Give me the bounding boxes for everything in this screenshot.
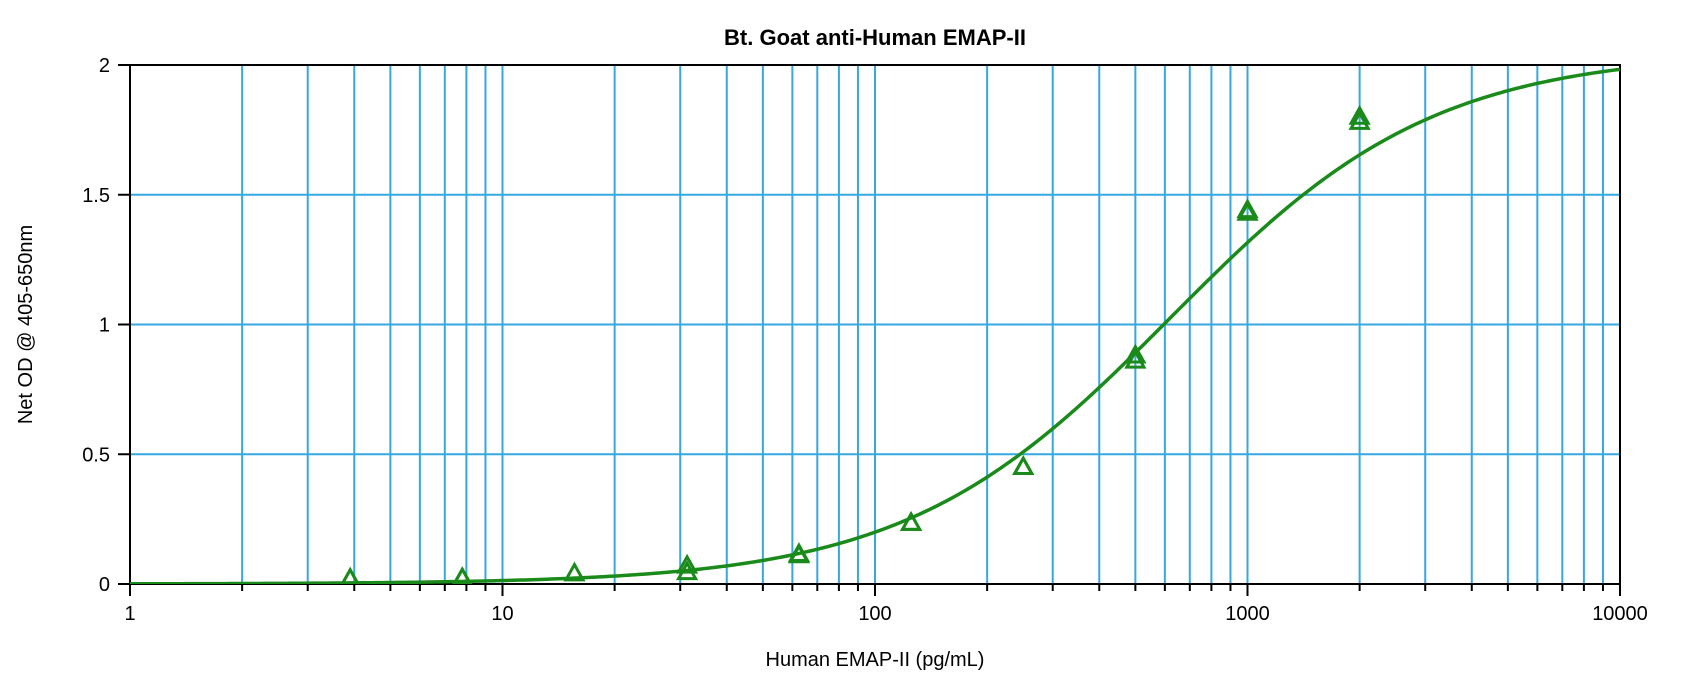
- chart-title: Bt. Goat anti-Human EMAP-II: [724, 25, 1026, 50]
- elisa-standard-curve-chart: 1 10 100 1000 10000 0 0.5 1 1.5 2 Bt. Goat anti-Hu…: [0, 0, 1700, 694]
- y-tick-label: 2: [99, 55, 110, 77]
- y-tick-label: 1: [99, 315, 110, 337]
- x-tick-label: 1000: [1225, 603, 1270, 625]
- y-tick-label: 1.5: [82, 185, 110, 207]
- x-tick-label: 10000: [1592, 603, 1648, 625]
- x-tick-label: 10: [491, 603, 513, 625]
- y-tick-label: 0.5: [82, 444, 110, 466]
- chart-background: [0, 0, 1700, 694]
- y-tick-label: 0: [99, 574, 110, 596]
- y-axis-label: Net OD @ 405-650nm: [15, 225, 37, 424]
- x-tick-label: 1: [124, 603, 135, 625]
- x-tick-label: 100: [858, 603, 891, 625]
- chart-svg: 1 10 100 1000 10000 0 0.5 1 1.5 2 Bt. Goat anti-Hu…: [0, 0, 1700, 694]
- x-axis-label: Human EMAP-II (pg/mL): [766, 649, 985, 671]
